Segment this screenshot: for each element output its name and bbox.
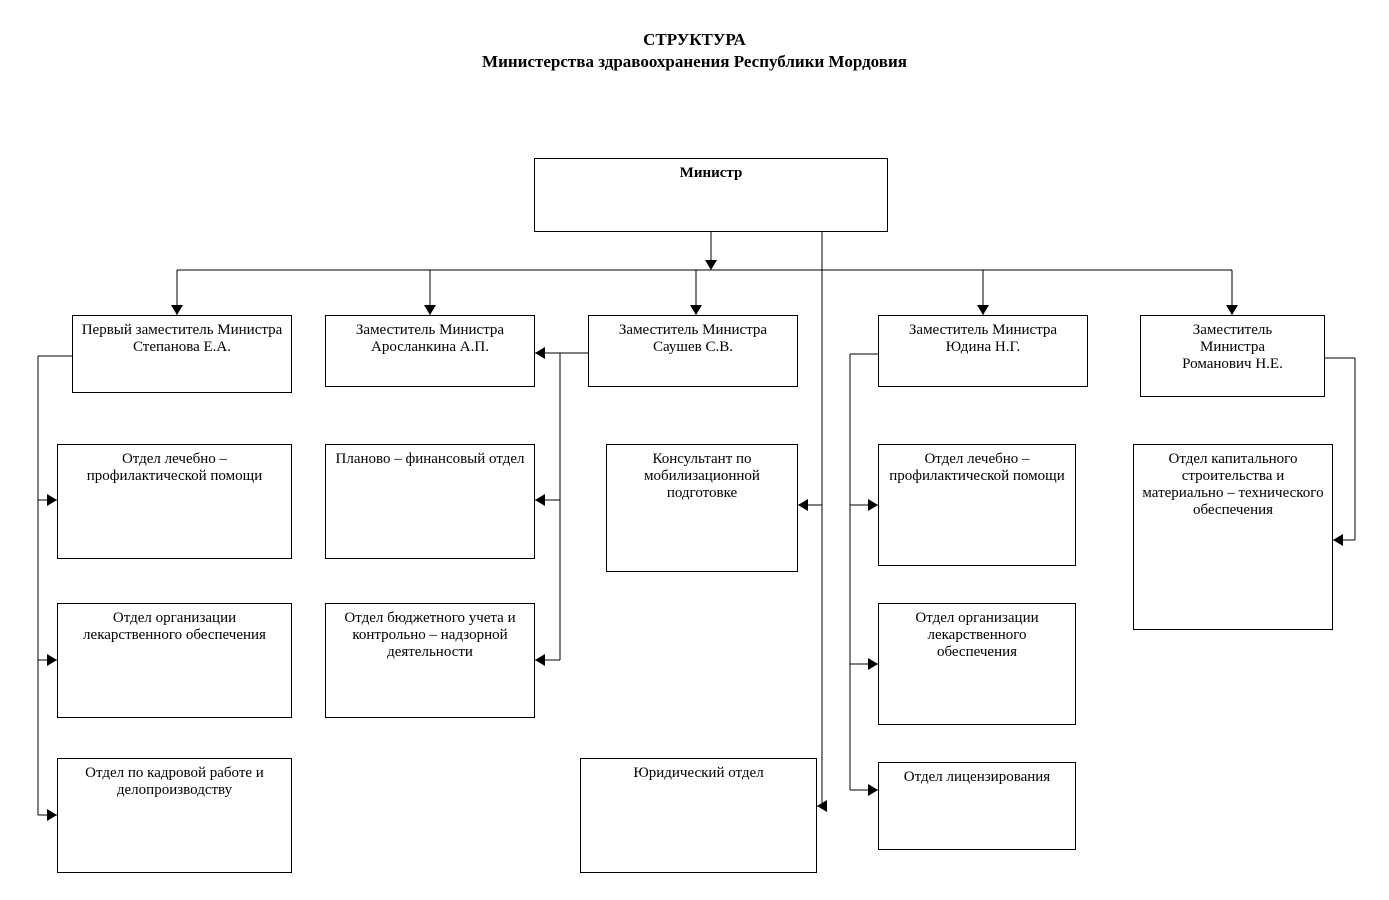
node-c1c: Отдел по кадровой работе и делопроизводс… <box>57 758 292 873</box>
node-label: Отдел лицензирования <box>887 769 1067 786</box>
node-c4b: Отдел организации лекарственного обеспеч… <box>878 603 1076 725</box>
node-minister: Министр <box>534 158 888 232</box>
node-dep5: ЗаместительМинистраРоманович Н.Е. <box>1140 315 1325 397</box>
node-c5a: Отдел капитального строительства и матер… <box>1133 444 1333 630</box>
node-c4c: Отдел лицензирования <box>878 762 1076 850</box>
node-label: Отдел капитального строительства и матер… <box>1142 451 1324 519</box>
node-c2a: Планово – финансовый отдел <box>325 444 535 559</box>
node-c4a: Отдел лечебно – профилактической помощи <box>878 444 1076 566</box>
node-dep3: Заместитель МинистраСаушев С.В. <box>588 315 798 387</box>
node-label: Первый заместитель МинистраСтепанова Е.А… <box>81 322 283 356</box>
node-label: Отдел бюджетного учета и контрольно – на… <box>334 610 526 661</box>
node-label: Заместитель МинистраАросланкина А.П. <box>334 322 526 356</box>
node-label: Консультант по мобилизационной подготовк… <box>615 451 789 502</box>
node-label: Министр <box>543 165 879 182</box>
node-dep2: Заместитель МинистраАросланкина А.П. <box>325 315 535 387</box>
node-label: Отдел по кадровой работе и делопроизводс… <box>66 765 283 799</box>
node-dep1: Первый заместитель МинистраСтепанова Е.А… <box>72 315 292 393</box>
node-label: Заместитель МинистраЮдина Н.Г. <box>887 322 1079 356</box>
node-dep4: Заместитель МинистраЮдина Н.Г. <box>878 315 1088 387</box>
node-label: Отдел организации лекарственного обеспеч… <box>66 610 283 644</box>
node-label: Отдел лечебно – профилактической помощи <box>66 451 283 485</box>
node-c2b: Отдел бюджетного учета и контрольно – на… <box>325 603 535 718</box>
node-label: ЗаместительМинистраРоманович Н.Е. <box>1149 322 1316 373</box>
node-c3a: Консультант по мобилизационной подготовк… <box>606 444 798 572</box>
node-label: Заместитель МинистраСаушев С.В. <box>597 322 789 356</box>
node-label: Отдел организации лекарственного обеспеч… <box>887 610 1067 661</box>
node-c1b: Отдел организации лекарственного обеспеч… <box>57 603 292 718</box>
node-c1a: Отдел лечебно – профилактической помощи <box>57 444 292 559</box>
node-label: Отдел лечебно – профилактической помощи <box>887 451 1067 485</box>
org-chart-canvas: СТРУКТУРА Министерства здравоохранения Р… <box>0 0 1389 900</box>
node-c3b: Юридический отдел <box>580 758 817 873</box>
node-label: Планово – финансовый отдел <box>334 451 526 468</box>
node-label: Юридический отдел <box>589 765 808 782</box>
